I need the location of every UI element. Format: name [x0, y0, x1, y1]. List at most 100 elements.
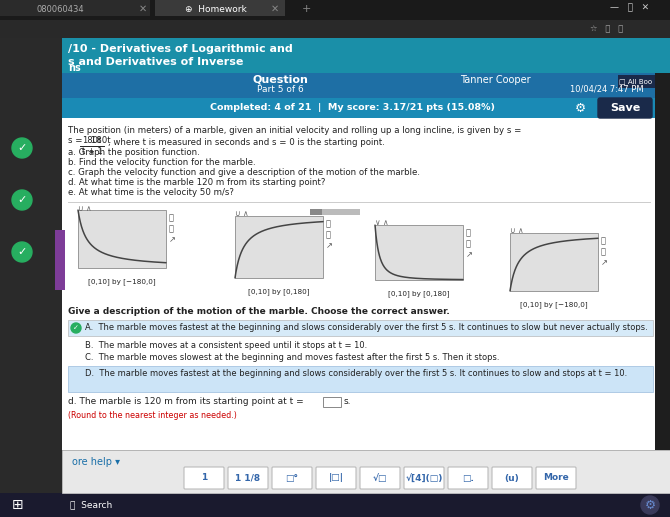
Text: ↗: ↗: [601, 258, 608, 267]
Bar: [68, 320, 653, 336]
Bar: [62, 118, 655, 450]
Text: c. Graph the velocity function and give a description of the motion of the marbl: c. Graph the velocity function and give …: [68, 168, 420, 177]
Text: s =   180t: s = 180t: [68, 136, 116, 145]
Bar: [375, 225, 463, 280]
Text: ✓: ✓: [17, 143, 27, 153]
Text: ∪ ∧: ∪ ∧: [235, 209, 249, 218]
Bar: [68, 366, 653, 392]
Text: 180t: 180t: [82, 136, 101, 145]
Text: 🔍: 🔍: [169, 213, 174, 222]
FancyBboxPatch shape: [360, 467, 400, 489]
Text: ⊞: ⊞: [12, 498, 24, 512]
Text: Completed: 4 of 21  |  My score: 3.17/21 pts (15.08%): Completed: 4 of 21 | My score: 3.17/21 p…: [210, 103, 495, 113]
Text: d. The marble is 120 m from its starting point at t =: d. The marble is 120 m from its starting…: [68, 397, 304, 406]
Text: d. At what time is the marble 120 m from its starting point?: d. At what time is the marble 120 m from…: [68, 178, 326, 187]
Text: [0,10] by [0,180]: [0,10] by [0,180]: [388, 290, 450, 297]
Bar: [510, 233, 598, 291]
Text: , where t is measured in seconds and s = 0 is the starting point.: , where t is measured in seconds and s =…: [108, 138, 385, 147]
Bar: [0, 0, 62, 493]
Text: 🔍: 🔍: [466, 228, 471, 237]
Text: Save: Save: [610, 103, 640, 113]
Text: ✕: ✕: [271, 4, 279, 14]
Text: b. Find the velocity function for the marble.: b. Find the velocity function for the ma…: [68, 158, 256, 167]
Text: s and Derivatives of Inverse: s and Derivatives of Inverse: [68, 57, 243, 67]
Text: 1 1/8: 1 1/8: [235, 474, 261, 482]
Circle shape: [12, 138, 32, 158]
Bar: [78, 210, 166, 268]
Text: More: More: [543, 474, 569, 482]
FancyBboxPatch shape: [492, 467, 532, 489]
Text: 🔍: 🔍: [466, 239, 471, 248]
Bar: [310, 209, 322, 215]
FancyBboxPatch shape: [536, 467, 576, 489]
Text: 1: 1: [201, 474, 207, 482]
Bar: [155, 0, 285, 16]
Text: 🔍: 🔍: [326, 230, 331, 239]
Text: ⚙: ⚙: [575, 101, 586, 114]
Text: [0,10] by [−180,0]: [0,10] by [−180,0]: [520, 301, 588, 308]
Text: ✓: ✓: [17, 247, 27, 257]
Bar: [310, 209, 360, 215]
FancyBboxPatch shape: [272, 467, 312, 489]
Text: +: +: [295, 4, 312, 14]
Text: (u): (u): [505, 474, 519, 482]
Text: ∨ ∧: ∨ ∧: [375, 218, 389, 227]
Bar: [62, 98, 655, 118]
FancyBboxPatch shape: [404, 467, 444, 489]
Text: [0,10] by [−180,0]: [0,10] by [−180,0]: [88, 278, 156, 285]
FancyBboxPatch shape: [598, 98, 652, 118]
Text: |□|: |□|: [328, 474, 344, 482]
FancyBboxPatch shape: [184, 467, 224, 489]
Text: □°: □°: [285, 474, 299, 482]
Bar: [618, 75, 655, 88]
Bar: [62, 73, 655, 98]
Text: ns: ns: [68, 63, 81, 73]
Circle shape: [12, 242, 32, 262]
Text: 🔍: 🔍: [601, 247, 606, 256]
Text: t + 1: t + 1: [82, 147, 103, 156]
Text: [0,10] by [0,180]: [0,10] by [0,180]: [249, 288, 310, 295]
Text: D.  The marble moves fastest at the beginning and slows considerably over the fi: D. The marble moves fastest at the begin…: [85, 370, 627, 378]
Bar: [0, 493, 670, 517]
Text: ∪ ∧: ∪ ∧: [78, 204, 92, 213]
Text: 🔍  Search: 🔍 Search: [70, 500, 113, 509]
Bar: [62, 38, 670, 73]
Text: Part 5 of 6: Part 5 of 6: [257, 85, 304, 95]
Text: C.  The marble moves slowest at the beginning and moves fastest after the first : C. The marble moves slowest at the begin…: [85, 354, 500, 362]
Text: ✓: ✓: [73, 325, 79, 331]
Text: √[4](□): √[4](□): [405, 474, 443, 482]
Bar: [323, 397, 341, 407]
Text: Tanner Cooper: Tanner Cooper: [460, 75, 531, 85]
Text: ↗: ↗: [169, 235, 176, 244]
Bar: [0, 0, 670, 20]
Text: s.: s.: [344, 398, 352, 406]
Text: 10/04/24 7:47 PM: 10/04/24 7:47 PM: [570, 84, 644, 94]
Text: ↗: ↗: [326, 241, 333, 250]
Circle shape: [71, 323, 81, 333]
Circle shape: [12, 190, 32, 210]
Text: ⚙: ⚙: [645, 498, 656, 511]
Text: The position (in meters) of a marble, given an initial velocity and rolling up a: The position (in meters) of a marble, gi…: [68, 126, 521, 135]
Text: 🔍: 🔍: [326, 219, 331, 228]
FancyBboxPatch shape: [448, 467, 488, 489]
Bar: [55, 230, 65, 290]
Text: —   ⬜   ✕: — ⬜ ✕: [610, 4, 649, 12]
Text: 080060434: 080060434: [36, 5, 84, 13]
Text: ore help ▾: ore help ▾: [72, 457, 120, 467]
Text: ∪ ∧: ∪ ∧: [510, 226, 524, 235]
FancyBboxPatch shape: [316, 467, 356, 489]
Text: √□: √□: [373, 474, 387, 482]
Text: ⊕  Homework: ⊕ Homework: [185, 5, 247, 13]
Text: Give a description of the motion of the marble. Choose the correct answer.: Give a description of the motion of the …: [68, 307, 450, 316]
Text: 🔍: 🔍: [601, 236, 606, 245]
Text: ☆   ⬜   👤: ☆ ⬜ 👤: [590, 24, 623, 34]
Circle shape: [641, 496, 659, 514]
Text: (Round to the nearest integer as needed.): (Round to the nearest integer as needed.…: [68, 411, 237, 420]
Text: A.  The marble moves fastest at the beginning and slows considerably over the fi: A. The marble moves fastest at the begin…: [85, 324, 648, 332]
Bar: [0, 20, 670, 38]
Text: ↗: ↗: [466, 250, 473, 259]
Text: B.  The marble moves at a consistent speed until it stops at t = 10.: B. The marble moves at a consistent spee…: [85, 341, 367, 349]
FancyBboxPatch shape: [228, 467, 268, 489]
Text: □.: □.: [462, 474, 474, 482]
Text: e. At what time is the velocity 50 m/s?: e. At what time is the velocity 50 m/s?: [68, 188, 234, 197]
